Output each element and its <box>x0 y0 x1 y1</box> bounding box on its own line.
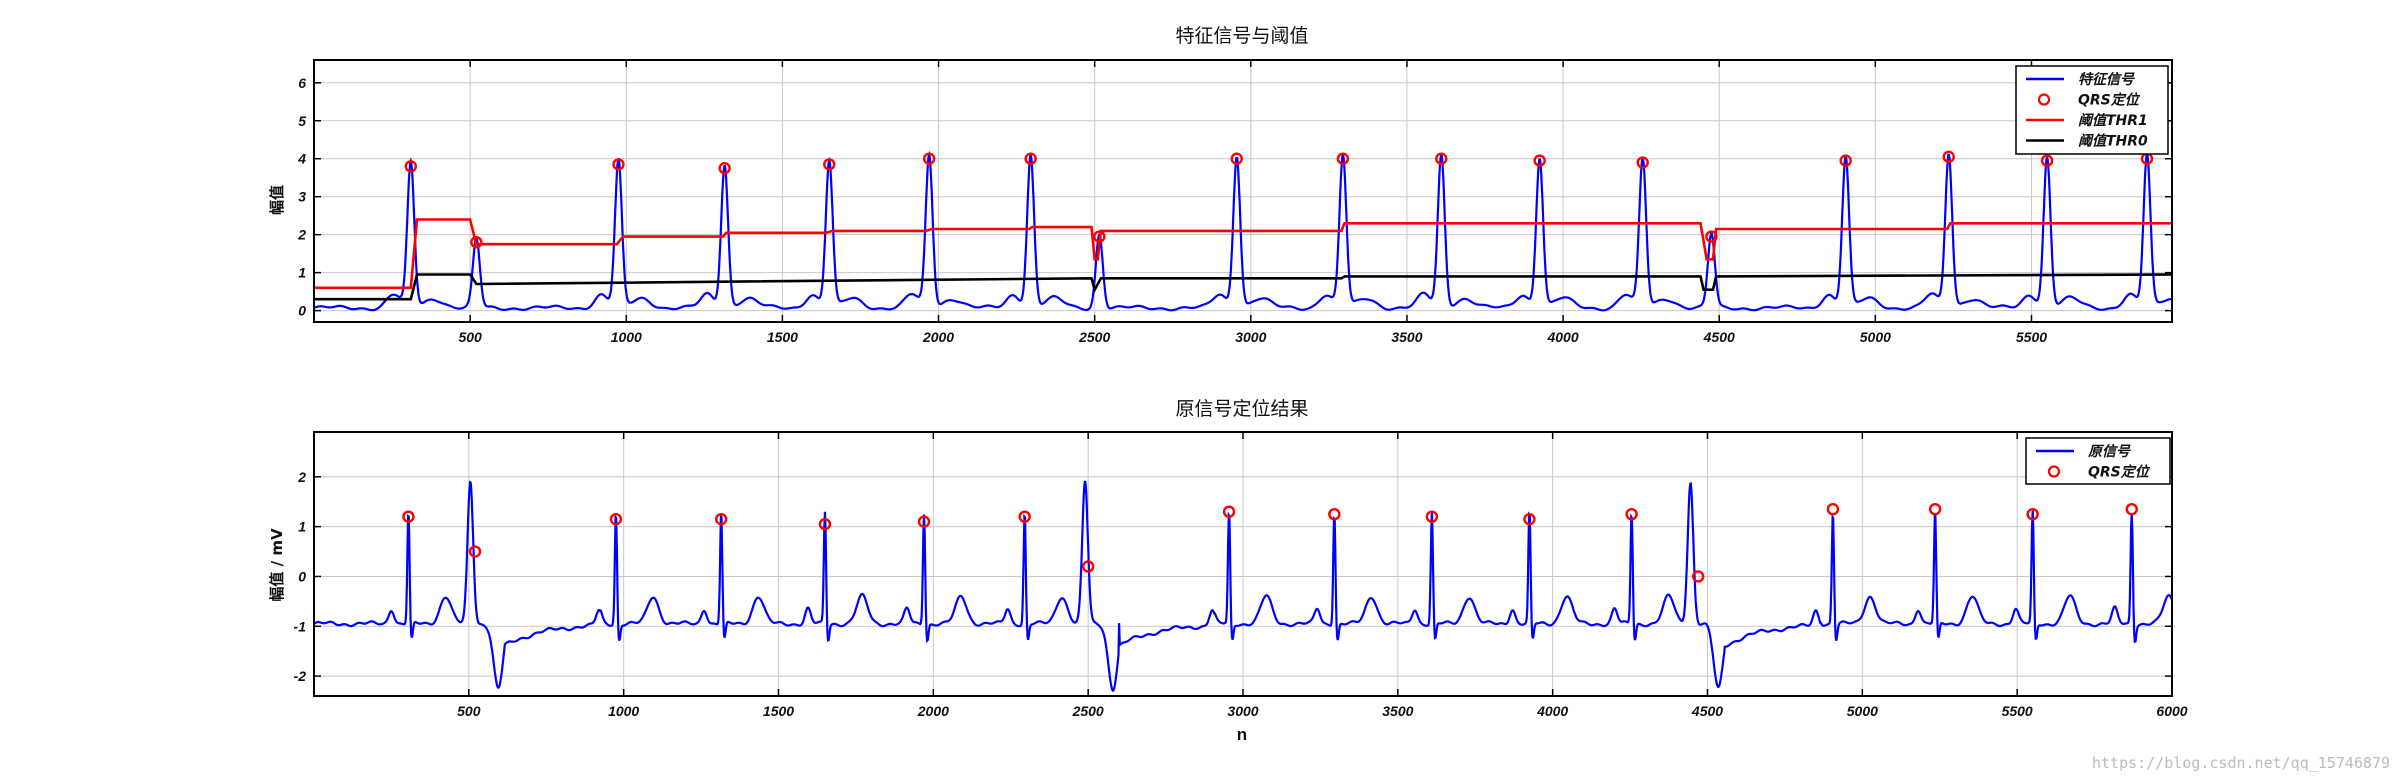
watermark-text: https://blog.csdn.net/qq_15746879 <box>2092 754 2390 772</box>
x-tick-label: 1500 <box>767 329 798 345</box>
legend-marker <box>2047 465 2061 478</box>
y-tick-label: 0 <box>298 568 306 584</box>
qrs-marker <box>1826 503 1840 516</box>
y-tick-label: 0 <box>298 303 306 319</box>
qrs-marker <box>1230 152 1243 165</box>
qrs-marker <box>1425 510 1439 523</box>
legend-marker <box>2037 93 2051 106</box>
qrs-marker <box>402 510 415 523</box>
chart-original-signal: 原信号定位结果 幅值 / mV n 500 1000 1500 2000 2500 300… <box>268 398 2188 744</box>
qrs-marker <box>1018 510 1031 523</box>
qrs-marker <box>718 162 731 175</box>
axes-box-top <box>313 59 2173 323</box>
series-threshold-1 <box>314 273 2172 301</box>
qrs-marker <box>612 158 625 171</box>
qrs-marker <box>1093 230 1106 243</box>
y-tick-label: -1 <box>294 618 307 634</box>
qrs-marker <box>1692 570 1705 583</box>
x-tick-label: 3500 <box>1391 329 1422 345</box>
qrs-marker <box>715 512 728 526</box>
chart-feature-signal: 特征信号与阈值 幅值 500 1000 1500 2000 2500 3000 3500 40… <box>268 25 2173 345</box>
y-tick-label: 2 <box>297 469 306 485</box>
x-tick-label: 1500 <box>763 703 794 719</box>
qrs-marker <box>917 515 931 528</box>
qrs-marker <box>1328 507 1341 521</box>
series-threshold-0 <box>314 218 2172 290</box>
chart-title-top: 特征信号与阈值 <box>1175 25 1308 47</box>
x-tick-label: 1000 <box>608 703 639 719</box>
qrs-marker <box>2040 154 2054 167</box>
legend-label: 特征信号 <box>2078 71 2135 88</box>
qrs-marker <box>2125 503 2138 516</box>
y-tick-label: -2 <box>294 668 307 684</box>
qrs-marker <box>1625 507 1638 521</box>
legend-label: 阈值THR0 <box>2078 133 2148 150</box>
qrs-marker <box>404 160 418 173</box>
qrs-marker <box>823 158 836 171</box>
grid-bottom <box>314 432 2172 696</box>
qrs-marker <box>1336 152 1350 165</box>
qrs-marker <box>470 236 483 249</box>
x-tick-label: 4500 <box>1691 703 1723 719</box>
y-tick-label: 1 <box>298 265 306 281</box>
x-tick-label: 3000 <box>1227 703 1258 719</box>
legend-box-bottom <box>2025 437 2171 485</box>
series-line-original <box>314 480 2172 693</box>
qrs-marker <box>2026 507 2039 521</box>
x-tick-label: 2500 <box>1072 703 1104 719</box>
y-tick-label: 5 <box>298 113 306 129</box>
x-tick-label: 500 <box>458 329 482 345</box>
y-axis-label-bottom: 幅值 / mV <box>268 528 286 602</box>
y-tick-label: 4 <box>297 151 306 167</box>
qrs-marker <box>1636 156 1649 169</box>
legend-label: QRS定位 <box>2078 92 2141 109</box>
qrs-marker <box>818 517 832 531</box>
qrs-marker <box>1839 154 1852 167</box>
x-tick-label: 3500 <box>1382 703 1413 719</box>
x-tick-label: 5500 <box>2002 703 2033 719</box>
chart-title-bottom: 原信号定位结果 <box>1175 398 1308 420</box>
legend-label: 原信号 <box>2087 443 2131 460</box>
qrs-marker <box>1523 512 1536 526</box>
x-tick-label: 2500 <box>1078 329 1110 345</box>
qrs-marker <box>1435 152 1448 165</box>
qrs-marker <box>922 152 936 165</box>
qrs-marker <box>1705 230 1718 243</box>
qrs-marker <box>468 545 482 558</box>
y-tick-label: 6 <box>298 75 306 91</box>
qrs-marker <box>609 512 623 526</box>
x-tick-label: 5000 <box>1860 329 1891 345</box>
ticks-bottom: 500 1000 1500 2000 2500 3000 3500 4000 4500 5000 5… <box>294 432 2188 719</box>
x-tick-label: 6000 <box>2156 703 2187 719</box>
x-tick-label: 5000 <box>1847 703 1878 719</box>
y-axis-label-top: 幅值 <box>268 185 286 215</box>
legend-label: QRS定位 <box>2088 464 2151 481</box>
qrs-marker <box>1081 560 1095 573</box>
x-tick-label: 4000 <box>1546 329 1578 345</box>
qrs-marker <box>1942 150 1955 164</box>
plot-area-bottom <box>314 480 2172 693</box>
x-tick-label: 5500 <box>2016 329 2047 345</box>
y-tick-label: 3 <box>298 189 306 205</box>
plot-area-top <box>314 150 2172 312</box>
x-tick-label: 3000 <box>1235 329 1266 345</box>
y-tick-label: 1 <box>298 519 306 535</box>
qrs-marker <box>1533 154 1546 167</box>
x-tick-label: 4500 <box>1703 329 1735 345</box>
legend-label: 阈值THR1 <box>2078 112 2148 129</box>
x-axis-label-bottom: n <box>1237 725 1247 744</box>
y-tick-label: 2 <box>297 227 306 243</box>
qrs-marker <box>1928 503 1942 516</box>
legend-bottom: 原信号 QRS定位 <box>2025 437 2171 485</box>
x-tick-label: 2000 <box>922 329 954 345</box>
x-tick-label: 2000 <box>917 703 949 719</box>
x-tick-label: 1000 <box>611 329 642 345</box>
x-tick-label: 4000 <box>1536 703 1568 719</box>
x-tick-label: 500 <box>457 703 481 719</box>
ticks-top: 500 1000 1500 2000 2500 3000 3500 4000 4500 5000 5… <box>297 60 2172 345</box>
qrs-marker <box>1024 152 1037 165</box>
qrs-marker <box>1222 505 1236 518</box>
